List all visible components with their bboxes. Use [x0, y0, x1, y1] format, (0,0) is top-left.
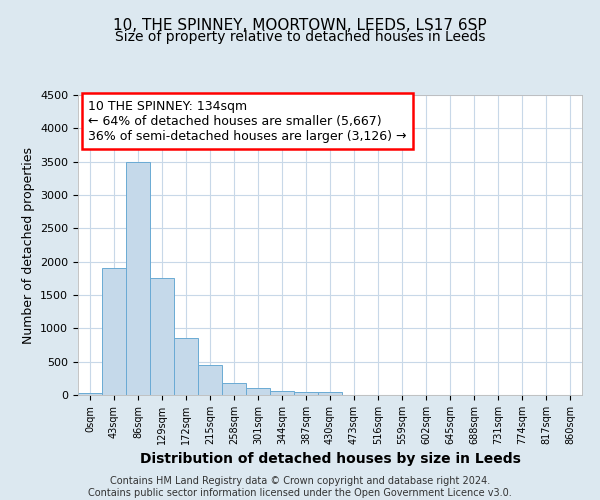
Bar [174, 338, 198, 395]
Text: Contains HM Land Registry data © Crown copyright and database right 2024.
Contai: Contains HM Land Registry data © Crown c… [88, 476, 512, 498]
Bar [78, 393, 102, 395]
Bar [150, 278, 174, 395]
Bar [246, 388, 270, 395]
Text: Size of property relative to detached houses in Leeds: Size of property relative to detached ho… [115, 30, 485, 44]
Bar [294, 392, 318, 395]
Text: 10, THE SPINNEY, MOORTOWN, LEEDS, LS17 6SP: 10, THE SPINNEY, MOORTOWN, LEEDS, LS17 6… [113, 18, 487, 32]
X-axis label: Distribution of detached houses by size in Leeds: Distribution of detached houses by size … [140, 452, 520, 466]
Bar [102, 268, 126, 395]
Bar [126, 162, 150, 395]
Bar [270, 391, 294, 395]
Bar [318, 392, 342, 395]
Text: 10 THE SPINNEY: 134sqm
← 64% of detached houses are smaller (5,667)
36% of semi-: 10 THE SPINNEY: 134sqm ← 64% of detached… [88, 100, 407, 142]
Bar [222, 384, 246, 395]
Y-axis label: Number of detached properties: Number of detached properties [22, 146, 35, 344]
Bar [198, 365, 222, 395]
